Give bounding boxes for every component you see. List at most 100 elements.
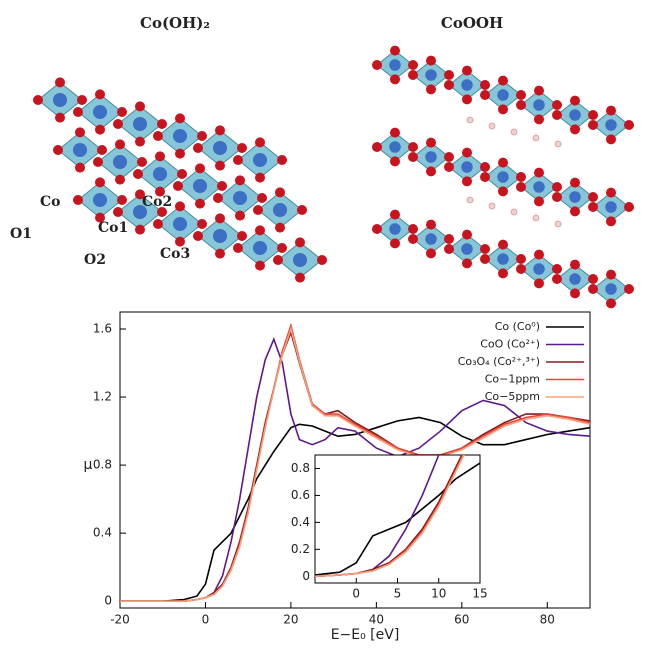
o-atom: [570, 260, 580, 270]
co-atom: [497, 253, 509, 265]
o-atom: [480, 162, 490, 172]
co-atom: [497, 171, 509, 183]
o-atom: [273, 255, 283, 265]
o-atom: [235, 211, 245, 221]
co-atom: [253, 241, 267, 255]
o-atom: [193, 143, 203, 153]
co-atom: [93, 193, 107, 207]
o-atom: [516, 254, 526, 264]
o-atom: [480, 244, 490, 254]
co-atom: [605, 119, 617, 131]
co-atom: [569, 191, 581, 203]
o-atom: [498, 158, 508, 168]
o-atom: [480, 80, 490, 90]
o-atom: [624, 202, 634, 212]
o-atom: [97, 145, 107, 155]
h-atom: [489, 203, 495, 209]
o-atom: [480, 254, 490, 264]
o-atom: [552, 264, 562, 274]
atom-label: Co3: [160, 246, 190, 262]
h-atom: [533, 215, 539, 221]
o-atom: [516, 182, 526, 192]
o-atom: [570, 96, 580, 106]
o-atom: [408, 152, 418, 162]
atom-label: O1: [10, 226, 32, 242]
o-atom: [73, 107, 83, 117]
co-atom: [461, 161, 473, 173]
o-atom: [552, 274, 562, 284]
o-atom: [175, 113, 185, 123]
o-atom: [277, 243, 287, 253]
y-axis-label: μ: [84, 457, 93, 473]
co-atom: [461, 79, 473, 91]
o-atom: [426, 166, 436, 176]
o-atom: [153, 219, 163, 229]
o-atom: [77, 95, 87, 105]
o-atom: [408, 224, 418, 234]
o-atom: [552, 100, 562, 110]
o-atom: [624, 284, 634, 294]
o-atom: [480, 172, 490, 182]
o-atom: [372, 142, 382, 152]
o-atom: [498, 76, 508, 86]
y-tick-label: 1.6: [93, 322, 112, 336]
o-atom: [215, 249, 225, 259]
o-atom: [570, 206, 580, 216]
o-atom: [390, 156, 400, 166]
o-atom: [462, 258, 472, 268]
co-atom: [425, 69, 437, 81]
inset-y-tick-label: 0.4: [291, 515, 310, 529]
o-atom: [408, 142, 418, 152]
y-tick-label: 0: [104, 594, 112, 608]
co-atom: [533, 263, 545, 275]
o-atom: [215, 161, 225, 171]
atom-label: Co: [40, 194, 60, 210]
atom-label: Co2: [142, 194, 172, 210]
o-atom: [255, 137, 265, 147]
o-atom: [534, 86, 544, 96]
o-atom: [115, 175, 125, 185]
o-atom: [624, 120, 634, 130]
o-atom: [195, 163, 205, 173]
y-tick-label: 1.2: [93, 390, 112, 404]
co-atom: [605, 201, 617, 213]
o-atom: [175, 149, 185, 159]
o-atom: [215, 125, 225, 135]
co-atom: [253, 153, 267, 167]
o-atom: [275, 187, 285, 197]
o-atom: [73, 195, 83, 205]
structure-title: Co(OH)₂: [140, 14, 210, 32]
h-atom: [555, 141, 561, 147]
o-atom: [444, 80, 454, 90]
o-atom: [195, 199, 205, 209]
o-atom: [462, 94, 472, 104]
o-atom: [295, 237, 305, 247]
crystal-structures: [33, 46, 634, 309]
o-atom: [498, 268, 508, 278]
o-atom: [570, 124, 580, 134]
co-atom: [173, 129, 187, 143]
o-atom: [534, 114, 544, 124]
structure-title: CoOOH: [441, 14, 503, 32]
h-atom: [555, 221, 561, 227]
o-atom: [253, 205, 263, 215]
o-atom: [153, 131, 163, 141]
h-atom: [467, 197, 473, 203]
o-atom: [193, 231, 203, 241]
x-tick-label: 0: [202, 613, 210, 627]
o-atom: [117, 195, 127, 205]
o-atom: [175, 201, 185, 211]
o-atom: [255, 261, 265, 271]
o-atom: [117, 107, 127, 117]
co-atom: [425, 233, 437, 245]
co-atom: [113, 155, 127, 169]
co-atom: [93, 105, 107, 119]
o-atom: [426, 248, 436, 258]
o-atom: [197, 219, 207, 229]
legend-label: Co (Co⁰): [495, 320, 540, 333]
o-atom: [444, 152, 454, 162]
o-atom: [498, 186, 508, 196]
co-atom: [569, 273, 581, 285]
x-tick-label: 20: [283, 613, 298, 627]
o-atom: [408, 70, 418, 80]
